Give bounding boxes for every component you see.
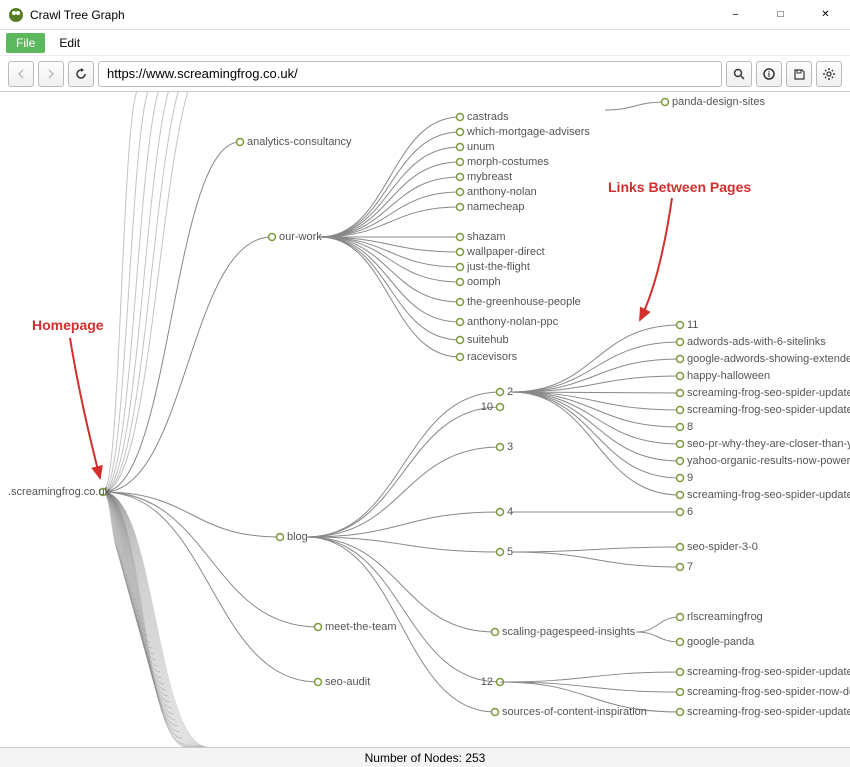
svg-text:11: 11 xyxy=(687,319,698,331)
back-button[interactable] xyxy=(8,61,34,87)
svg-text:rlscreamingfrog: rlscreamingfrog xyxy=(687,611,763,623)
svg-text:anthony-nolan-ppc: anthony-nolan-ppc xyxy=(467,316,559,328)
svg-text:oomph: oomph xyxy=(467,276,501,288)
svg-text:yahoo-organic-results-now-powe: yahoo-organic-results-now-powered-by xyxy=(687,455,850,467)
svg-text:7: 7 xyxy=(687,561,693,573)
window-title: Crawl Tree Graph xyxy=(30,8,125,22)
maximize-button[interactable]: □ xyxy=(758,0,803,30)
svg-text:screaming-frog-seo-spider-upda: screaming-frog-seo-spider-update-vers xyxy=(687,666,850,678)
menubar: File Edit xyxy=(0,30,850,56)
settings-button[interactable] xyxy=(816,61,842,87)
svg-text:6: 6 xyxy=(687,506,693,518)
svg-text:screaming-frog-seo-spider-upda: screaming-frog-seo-spider-update-vers xyxy=(687,489,850,501)
svg-text:blog: blog xyxy=(287,531,308,543)
svg-text:screaming-frog-seo-spider-upda: screaming-frog-seo-spider-update-vers xyxy=(687,706,850,718)
svg-text:3: 3 xyxy=(507,441,513,453)
app-icon xyxy=(8,7,24,23)
statusbar: Number of Nodes: 253 xyxy=(0,747,850,767)
toolbar: i xyxy=(0,56,850,92)
svg-text:.screamingfrog.co.uk: .screamingfrog.co.uk xyxy=(8,486,111,498)
svg-text:scaling-pagespeed-insights: scaling-pagespeed-insights xyxy=(502,626,636,638)
svg-text:meet-the-team: meet-the-team xyxy=(325,621,397,633)
titlebar: Crawl Tree Graph – □ ✕ xyxy=(0,0,850,30)
svg-text:panda-design-sites: panda-design-sites xyxy=(672,96,765,108)
svg-text:our-work: our-work xyxy=(279,231,322,243)
svg-text:google-panda: google-panda xyxy=(687,636,755,648)
info-button[interactable]: i xyxy=(756,61,782,87)
svg-text:google-adwords-showing-extende: google-adwords-showing-extended-dis xyxy=(687,353,850,365)
refresh-button[interactable] xyxy=(68,61,94,87)
svg-text:screaming-frog-seo-spider-now-: screaming-frog-seo-spider-now-does-p xyxy=(687,686,850,698)
svg-text:wallpaper-direct: wallpaper-direct xyxy=(466,246,545,258)
save-button[interactable] xyxy=(786,61,812,87)
svg-text:sources-of-content-inspiration: sources-of-content-inspiration xyxy=(502,706,647,718)
svg-text:analytics-consultancy: analytics-consultancy xyxy=(247,136,352,148)
svg-text:8: 8 xyxy=(687,421,693,433)
svg-text:anthony-nolan: anthony-nolan xyxy=(467,186,537,198)
svg-text:namecheap: namecheap xyxy=(467,201,525,213)
svg-text:happy-halloween: happy-halloween xyxy=(687,370,770,382)
url-input[interactable] xyxy=(98,61,722,87)
svg-text:screaming-frog-seo-spider-upda: screaming-frog-seo-spider-update-vers xyxy=(687,404,850,416)
minimize-button[interactable]: – xyxy=(713,0,758,30)
svg-text:morph-costumes: morph-costumes xyxy=(467,156,549,168)
svg-text:i: i xyxy=(768,70,770,79)
tree-graph: .screamingfrog.co.uk analytics-consultanc… xyxy=(0,92,850,747)
svg-text:10: 10 xyxy=(481,401,493,413)
svg-text:9: 9 xyxy=(687,472,693,484)
forward-button[interactable] xyxy=(38,61,64,87)
svg-text:just-the-flight: just-the-flight xyxy=(466,261,530,273)
svg-text:which-mortgage-advisers: which-mortgage-advisers xyxy=(466,126,590,138)
svg-text:screaming-frog-seo-spider-upda: screaming-frog-seo-spider-update-vers xyxy=(687,387,850,399)
svg-text:suitehub: suitehub xyxy=(467,334,509,346)
menu-file[interactable]: File xyxy=(6,33,45,53)
svg-text:mybreast: mybreast xyxy=(467,171,512,183)
svg-text:shazam: shazam xyxy=(467,231,506,243)
svg-text:12: 12 xyxy=(481,676,493,688)
svg-text:castrads: castrads xyxy=(467,111,509,123)
search-button[interactable] xyxy=(726,61,752,87)
close-button[interactable]: ✕ xyxy=(803,0,848,30)
status-text: Number of Nodes: 253 xyxy=(365,751,486,765)
menu-edit[interactable]: Edit xyxy=(51,33,88,53)
svg-text:adwords-ads-with-6-sitelinks: adwords-ads-with-6-sitelinks xyxy=(687,336,826,348)
svg-text:racevisors: racevisors xyxy=(467,351,518,363)
svg-text:unum: unum xyxy=(467,141,495,153)
svg-text:seo-audit: seo-audit xyxy=(325,676,370,688)
svg-text:the-greenhouse-people: the-greenhouse-people xyxy=(467,296,581,308)
graph-canvas[interactable]: .screamingfrog.co.uk analytics-consultanc… xyxy=(0,92,850,747)
svg-text:seo-pr-why-they-are-closer-tha: seo-pr-why-they-are-closer-than-you-th xyxy=(687,438,850,450)
svg-text:seo-spider-3-0: seo-spider-3-0 xyxy=(687,541,758,553)
